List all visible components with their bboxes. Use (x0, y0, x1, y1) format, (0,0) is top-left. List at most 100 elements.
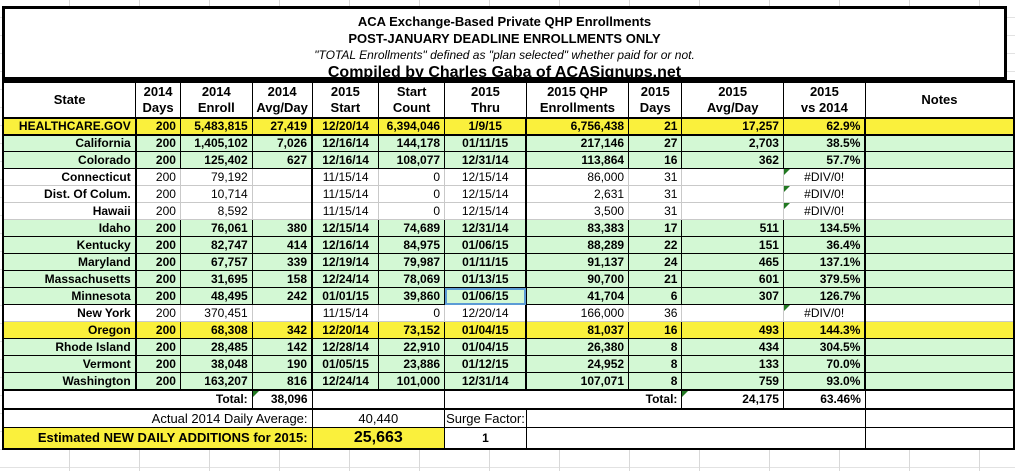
cell-2015-start[interactable]: 12/20/14 (311, 116, 380, 136)
cell-start-count[interactable]: 144,178 (378, 134, 446, 152)
cell-state[interactable]: Dist. Of Colum. (2, 185, 137, 203)
cell-2014-days[interactable]: 200 (134, 151, 181, 169)
cell-2015-avg-day[interactable] (681, 168, 784, 186)
cell-2015-days[interactable]: 31 (628, 168, 683, 186)
cell-2015-days[interactable]: 8 (628, 372, 683, 390)
cell-2015-start[interactable]: 11/15/14 (311, 185, 380, 203)
cell-2015-start[interactable]: 12/16/14 (311, 151, 380, 169)
cell-2014-days[interactable]: 200 (134, 202, 181, 220)
cell-start-count[interactable]: 78,069 (378, 270, 446, 288)
cell-2015-vs-2014[interactable]: 36.4% (782, 236, 866, 254)
cell-notes[interactable] (864, 287, 1015, 305)
cell-2015-qhp-enrollments[interactable]: 81,037 (525, 321, 630, 339)
cell-2015-thru[interactable]: 01/04/15 (444, 321, 527, 339)
cell-2015-start[interactable]: 01/01/15 (311, 287, 380, 305)
cell-2015-qhp-enrollments[interactable]: 86,000 (525, 168, 630, 186)
cell-2015-avg-day[interactable]: 17,257 (681, 116, 784, 136)
cell-2015-qhp-enrollments[interactable]: 6,756,438 (525, 116, 630, 136)
cell-surge-factor-value[interactable]: 1 (444, 427, 527, 449)
cell-2015-days[interactable]: 16 (628, 321, 683, 339)
cell-start-count[interactable]: 73,152 (378, 321, 446, 339)
cell-start-count[interactable]: 0 (378, 168, 446, 186)
cell-notes[interactable] (864, 168, 1015, 186)
cell-2015-days[interactable]: 17 (628, 219, 683, 237)
cell-2015-vs-2014[interactable]: #DIV/0! (782, 304, 866, 322)
cell-2015-avg-day[interactable]: 362 (681, 151, 784, 169)
cell-2015-avg-day[interactable] (681, 185, 784, 203)
cell-2014-enroll[interactable]: 163,207 (179, 372, 253, 390)
cell-start-count[interactable]: 101,000 (378, 372, 446, 390)
cell-2015-thru[interactable]: 12/15/14 (444, 185, 527, 203)
cell-2015-qhp-enrollments[interactable]: 107,071 (525, 372, 630, 390)
cell-2015-vs-2014[interactable]: 93.0% (782, 372, 866, 390)
cell-start-count[interactable]: 79,987 (378, 253, 446, 271)
cell-state[interactable]: Washington (2, 372, 137, 390)
cell-2014-avg-day[interactable]: 342 (251, 321, 313, 339)
cell-2015-start[interactable]: 12/19/14 (311, 253, 380, 271)
cell-2015-thru[interactable]: 12/20/14 (444, 304, 527, 322)
cell-2015-start[interactable]: 12/16/14 (311, 236, 380, 254)
cell-2015-vs-2014[interactable]: #DIV/0! (782, 185, 866, 203)
cell-2014-enroll[interactable]: 125,402 (179, 151, 253, 169)
cell-2015-thru[interactable]: 01/06/15 (444, 236, 527, 254)
cell-2015-start[interactable]: 12/15/14 (311, 219, 380, 237)
cell-notes[interactable] (864, 372, 1015, 390)
cell-2015-vs-2014[interactable]: #DIV/0! (782, 168, 866, 186)
cell-2014-avg-day[interactable]: 27,419 (251, 116, 313, 136)
cell-2015-qhp-enrollments[interactable]: 91,137 (525, 253, 630, 271)
cell-2014-enroll[interactable]: 82,747 (179, 236, 253, 254)
cell-notes[interactable] (864, 151, 1015, 169)
cell-2014-avg-day[interactable]: 816 (251, 372, 313, 390)
cell-2014-days[interactable]: 200 (134, 134, 181, 152)
cell-state[interactable]: Hawaii (2, 202, 137, 220)
cell-2015-thru[interactable]: 1/9/15 (444, 116, 527, 136)
cell-state[interactable]: HEALTHCARE.GOV (2, 116, 137, 136)
cell-2015-avg-day[interactable] (681, 202, 784, 220)
cell-2014-avg-day[interactable] (251, 185, 313, 203)
cell-2015-vs-2014[interactable]: 62.9% (782, 116, 866, 136)
col-header-2015-vs-2014[interactable]: 2015 vs 2014 (782, 80, 866, 119)
col-header-start-count[interactable]: Start Count (378, 80, 446, 119)
cell-2014-avg-day[interactable] (251, 304, 313, 322)
cell-2014-avg-day[interactable]: 142 (251, 338, 313, 356)
cell-2014-days[interactable]: 200 (134, 236, 181, 254)
cell-2015-qhp-enrollments[interactable]: 24,952 (525, 355, 630, 373)
cell-2015-start[interactable]: 12/28/14 (311, 338, 380, 356)
cell-2015-days[interactable]: 31 (628, 185, 683, 203)
cell-2014-days[interactable]: 200 (134, 321, 181, 339)
cell-start-count[interactable]: 0 (378, 304, 446, 322)
cell-total-2015-avg-day[interactable]: 24,175 (681, 388, 784, 410)
cell-2014-enroll[interactable]: 48,495 (179, 287, 253, 305)
cell-notes[interactable] (864, 202, 1015, 220)
cell-2014-enroll[interactable]: 31,695 (179, 270, 253, 288)
cell-start-count[interactable]: 6,394,046 (378, 116, 446, 136)
cell-2015-start[interactable]: 12/16/14 (311, 134, 380, 152)
cell-state[interactable]: Colorado (2, 151, 137, 169)
cell-2015-avg-day[interactable]: 493 (681, 321, 784, 339)
cell-notes[interactable] (864, 185, 1015, 203)
cell-total-2014-avg-day[interactable]: 38,096 (251, 388, 313, 410)
cell-2015-qhp-enrollments[interactable]: 41,704 (525, 287, 630, 305)
col-header-2015-days[interactable]: 2015 Days (628, 80, 683, 119)
cell-2015-qhp-enrollments[interactable]: 26,380 (525, 338, 630, 356)
cell-2015-days[interactable]: 24 (628, 253, 683, 271)
cell-state[interactable]: New York (2, 304, 137, 322)
cell-2014-days[interactable]: 200 (134, 372, 181, 390)
cell-2014-enroll[interactable]: 76,061 (179, 219, 253, 237)
cell-2014-avg-day[interactable]: 7,026 (251, 134, 313, 152)
cell-2015-days[interactable]: 36 (628, 304, 683, 322)
cell-notes[interactable] (864, 304, 1015, 322)
cell-notes[interactable] (864, 270, 1015, 288)
cell-start-count[interactable]: 74,689 (378, 219, 446, 237)
cell-notes[interactable] (864, 134, 1015, 152)
col-header-2014-days[interactable]: 2014 Days (135, 80, 181, 119)
cell-2015-vs-2014[interactable]: 144.3% (782, 321, 866, 339)
cell-2014-days[interactable]: 200 (134, 338, 181, 356)
cell-2014-days[interactable]: 200 (134, 355, 181, 373)
cell-2015-days[interactable]: 6 (628, 287, 683, 305)
col-header-2014-enroll[interactable]: 2014 Enroll (179, 80, 253, 119)
cell-2014-days[interactable]: 200 (134, 287, 181, 305)
cell-2015-avg-day[interactable]: 511 (681, 219, 784, 237)
cell-2014-avg-day[interactable]: 190 (251, 355, 313, 373)
cell-2015-thru[interactable]: 12/31/14 (444, 151, 527, 169)
